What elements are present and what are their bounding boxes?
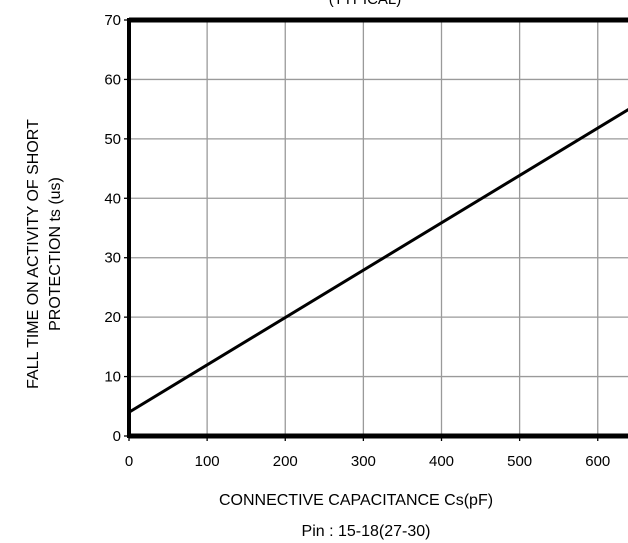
x-tick-label: 400 [429, 453, 454, 470]
x-tick-label: 300 [351, 453, 376, 470]
y-axis-title-line-1: FALL TIME ON ACTIVITY OF SHORT [25, 119, 42, 389]
x-tick-label: 500 [507, 453, 532, 470]
y-axis-title-line-2: PROTECTION ts (us) [47, 177, 64, 331]
y-tick-labels: 0 10 20 30 40 50 60 70 [104, 12, 121, 445]
x-tick-label: 200 [273, 453, 298, 470]
series-line [129, 109, 628, 412]
x-axis-subtitle: Pin : 15-18(27-30) [302, 523, 431, 540]
y-tick-label: 60 [104, 71, 121, 88]
series-group [129, 109, 628, 412]
chart-title: (TYPICAL) [329, 0, 402, 8]
y-tick-label: 40 [104, 190, 121, 207]
x-tick-labels: 0 100 200 300 400 500 600 [125, 453, 610, 470]
plot-frame [124, 18, 628, 441]
y-tick-label: 0 [113, 428, 121, 445]
y-tick-label: 50 [104, 131, 121, 148]
y-tick-label: 70 [104, 12, 121, 29]
x-tick-label: 0 [125, 453, 133, 470]
y-tick-label: 10 [104, 369, 121, 386]
grid-lines [129, 20, 628, 436]
y-tick-label: 20 [104, 309, 121, 326]
x-axis-title: CONNECTIVE CAPACITANCE Cs(pF) [219, 492, 493, 509]
y-tick-label: 30 [104, 250, 121, 267]
x-tick-label: 600 [585, 453, 610, 470]
x-tick-label: 100 [195, 453, 220, 470]
